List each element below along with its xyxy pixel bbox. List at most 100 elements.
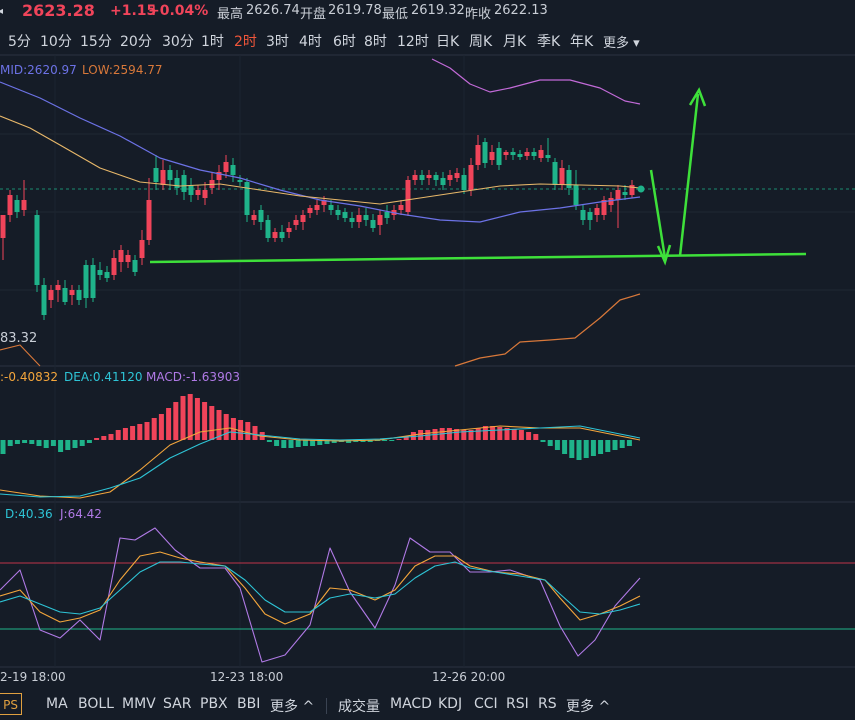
sub-indicator-button[interactable]: MACD	[390, 696, 432, 712]
macd-bar	[130, 426, 136, 440]
macd-bar	[94, 438, 100, 440]
vip-badge[interactable]: PS	[0, 693, 22, 715]
candle-body	[237, 180, 243, 182]
candle-body	[447, 175, 453, 180]
time-label-1: 2-19 18:00	[0, 670, 66, 684]
period-tab[interactable]: 3时	[266, 34, 289, 50]
macd-bar	[7, 440, 13, 446]
low-value: 2619.32	[411, 3, 465, 18]
sub-indicator-button[interactable]: RSI	[506, 696, 529, 712]
macd-bar	[504, 428, 510, 440]
candle-body	[587, 212, 593, 220]
candle-body	[475, 145, 481, 165]
candle-body	[244, 182, 250, 215]
period-tabs: 5分 10分 15分 20分 30分 1时 2时 3时 4时 6时 8时 12时 日K 周K 月K 季K 年K 更…	[0, 26, 855, 54]
macd-bar	[317, 440, 323, 445]
macd-bar	[360, 440, 366, 442]
sub-indicator-button[interactable]: 成交量	[338, 699, 380, 715]
high-value: 2626.74	[246, 3, 300, 18]
macd-bar	[454, 429, 460, 440]
main-indicator-button[interactable]: SAR	[163, 696, 192, 712]
macd-bar	[619, 440, 625, 448]
candle-body	[307, 208, 313, 213]
down-arrow-head	[656, 244, 672, 266]
indicator-bar: MA BOLL MMV SAR PBX BBI 更多 ^ 成交量 MACD KDJ CCI RSI RS…	[0, 690, 855, 720]
candle-body	[566, 170, 572, 188]
candle-body	[62, 288, 68, 302]
macd-bar	[166, 408, 172, 440]
period-tab[interactable]: 12时	[397, 34, 429, 50]
macd-bar	[590, 440, 596, 456]
kline-chart[interactable]	[0, 54, 855, 690]
main-indicator-button[interactable]: MA	[46, 696, 68, 712]
candle-body	[188, 185, 194, 195]
kdj-d-label: D:40.36	[5, 507, 53, 521]
main-indicator-button[interactable]: BBI	[237, 696, 261, 712]
macd-bar	[223, 414, 229, 440]
period-tab[interactable]: 30分	[162, 34, 194, 50]
period-tab[interactable]: 2时	[234, 34, 257, 50]
candle-body	[412, 175, 418, 180]
candle-body	[622, 192, 628, 195]
macd-bar	[151, 418, 157, 440]
kdj-j-line	[0, 527, 641, 663]
period-tab[interactable]: 月K	[503, 34, 527, 50]
sub-indicator-button[interactable]: RS	[538, 696, 557, 712]
period-tab[interactable]: 季K	[537, 34, 561, 50]
macd-bar	[576, 440, 582, 460]
macd-bar	[446, 428, 452, 440]
macd-bar	[144, 422, 150, 440]
macd-bar	[245, 422, 251, 440]
candle-body	[440, 178, 446, 185]
candle-body	[216, 172, 222, 180]
period-tab[interactable]: 20分	[120, 34, 152, 50]
candle-body	[531, 152, 537, 156]
candle-body	[167, 170, 173, 180]
candle-body	[608, 198, 614, 205]
macd-bar	[216, 410, 222, 440]
period-tab[interactable]: 1时	[201, 34, 224, 50]
candle-body	[174, 178, 180, 188]
main-indicator-button[interactable]: BOLL	[78, 696, 114, 712]
sub-indicator-button[interactable]: CCI	[474, 696, 498, 712]
candle-body	[559, 168, 565, 185]
sub-indicator-button[interactable]: 更多 ^	[566, 699, 611, 715]
period-tab[interactable]: 更多 ▾	[603, 36, 640, 51]
period-tab[interactable]: 日K	[436, 34, 460, 50]
low-line-label: LOW:2594.77	[82, 63, 163, 77]
macd-bar	[302, 440, 308, 446]
candle-body	[272, 232, 278, 238]
macd-bar	[562, 440, 568, 454]
main-indicator-button[interactable]: PBX	[200, 696, 228, 712]
period-tab[interactable]: 周K	[469, 34, 493, 50]
candle-body	[349, 218, 355, 222]
period-tab[interactable]: 4时	[299, 34, 322, 50]
main-indicator-button[interactable]: 更多 ^	[270, 699, 315, 715]
ma-line	[0, 115, 641, 205]
period-tab[interactable]: 8时	[364, 34, 387, 50]
sub-indicator-button[interactable]: KDJ	[438, 696, 463, 712]
menu-arrow-icon[interactable]: ◂	[0, 6, 4, 17]
low-band-line	[0, 344, 41, 367]
open-value: 2619.78	[328, 3, 382, 18]
macd-bar	[72, 440, 78, 448]
macd-bar	[418, 430, 424, 440]
macd-bar	[331, 440, 337, 443]
candle-body	[496, 148, 502, 165]
macd-bar	[79, 440, 85, 446]
candle-body	[405, 180, 411, 212]
period-tab[interactable]: 6时	[333, 34, 356, 50]
period-tab[interactable]: 5分	[8, 34, 31, 50]
period-tab[interactable]: 年K	[570, 34, 594, 50]
macd-bar	[598, 440, 604, 454]
candle-body	[314, 205, 320, 210]
price-change-pct: +0.04%	[148, 3, 209, 19]
candle-body	[615, 190, 621, 200]
period-tab[interactable]: 10分	[40, 34, 72, 50]
period-tab[interactable]: 15分	[80, 34, 112, 50]
kdj-j-label: J:64.42	[60, 507, 102, 521]
candle-body	[510, 152, 516, 155]
main-indicator-button[interactable]: MMV	[122, 696, 156, 712]
macd-bar	[187, 394, 193, 440]
time-label-3: 12-26 20:00	[432, 670, 506, 684]
